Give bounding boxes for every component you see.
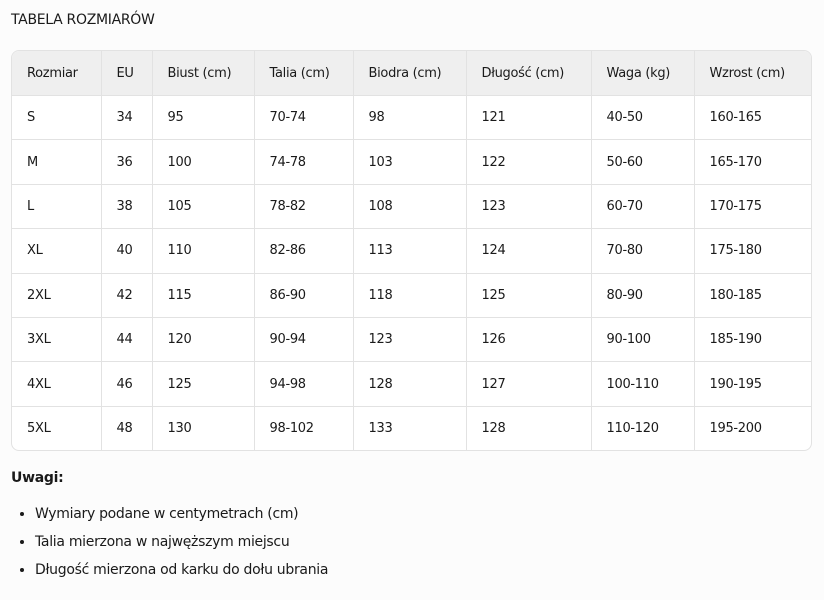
notes-title: Uwagi: [11,470,64,486]
table-cell: S [12,95,102,141]
table-cell: 34 [101,95,153,141]
table-cell: 120 [152,317,255,363]
table-cell: 90-94 [254,317,354,363]
table-cell: 133 [353,406,467,451]
table-row: M 36 100 74-78 103 122 50-60 165-170 [12,139,811,185]
table-header-row: Rozmiar EU Biust (cm) Talia (cm) Biodra (cm)… [12,51,811,96]
table-cell: 98-102 [254,406,354,451]
table-cell: 121 [466,95,592,141]
column-header: Wzrost (cm) [694,51,811,96]
table-row: S 34 95 70-74 98 121 40-50 160-165 [12,95,811,141]
table-cell: 74-78 [254,139,354,185]
table-cell: 70-74 [254,95,354,141]
table-cell: L [12,184,102,230]
table-cell: 3XL [12,317,102,363]
table-cell: 103 [353,139,467,185]
table-cell: 165-170 [694,139,811,185]
table-cell: 110-120 [591,406,695,451]
note-item: Wymiary podane w centymetrach (cm) [35,496,328,524]
table-cell: 115 [152,273,255,318]
table-cell: 124 [466,228,592,274]
table-cell: 4XL [12,361,102,407]
table-cell: 95 [152,95,255,141]
table-cell: 86-90 [254,273,354,318]
table-cell: 80-90 [591,273,695,318]
column-header: Waga (kg) [591,51,695,96]
table-cell: 70-80 [591,228,695,274]
table-cell: 78-82 [254,184,354,230]
table-cell: XL [12,228,102,274]
table-cell: 113 [353,228,467,274]
table-cell: M [12,139,102,185]
table-row: L 38 105 78-82 108 123 60-70 170-175 [12,184,811,230]
note-item: Długość mierzona od karku do dołu ubrani… [35,552,328,580]
table-row: XL 40 110 82-86 113 124 70-80 175-180 [12,228,811,274]
table-cell: 118 [353,273,467,318]
table-cell: 108 [353,184,467,230]
table-cell: 130 [152,406,255,451]
table-cell: 128 [353,361,467,407]
table-cell: 42 [101,273,153,318]
table-cell: 36 [101,139,153,185]
table-cell: 126 [466,317,592,363]
table-cell: 100-110 [591,361,695,407]
table-cell: 46 [101,361,153,407]
table-cell: 180-185 [694,273,811,318]
table-cell: 190-195 [694,361,811,407]
table-cell: 5XL [12,406,102,451]
table-row: 3XL 44 120 90-94 123 126 90-100 185-190 [12,317,811,363]
table-cell: 128 [466,406,592,451]
table-cell: 2XL [12,273,102,318]
table-cell: 94-98 [254,361,354,407]
page-title: TABELA ROZMIARÓW [11,12,155,28]
table-cell: 160-165 [694,95,811,141]
column-header: Biodra (cm) [353,51,467,96]
table-cell: 44 [101,317,153,363]
table-cell: 185-190 [694,317,811,363]
table-cell: 122 [466,139,592,185]
table-cell: 98 [353,95,467,141]
size-table: Rozmiar EU Biust (cm) Talia (cm) Biodra (cm)… [11,50,812,452]
table-row: 4XL 46 125 94-98 128 127 100-110 190-195 [12,361,811,407]
table-cell: 127 [466,361,592,407]
table-cell: 48 [101,406,153,451]
table-cell: 123 [353,317,467,363]
table-cell: 110 [152,228,255,274]
table-row: 2XL 42 115 86-90 118 125 80-90 180-185 [12,273,811,318]
table-row: 5XL 48 130 98-102 133 128 110-120 195-200 [12,406,811,451]
table-cell: 50-60 [591,139,695,185]
table-cell: 38 [101,184,153,230]
table-cell: 125 [466,273,592,318]
table-cell: 90-100 [591,317,695,363]
table-cell: 175-180 [694,228,811,274]
table-cell: 195-200 [709,420,763,436]
column-header: Długość (cm) [466,51,592,96]
column-header: EU [101,51,153,96]
table-cell: 60-70 [591,184,695,230]
table-cell: 105 [152,184,255,230]
note-item: Talia mierzona w najwęższym miejscu [35,524,328,552]
notes-list: Wymiary podane w centymetrach (cm) Talia… [0,496,328,580]
table-cell: 40-50 [591,95,695,141]
table-cell: 40 [101,228,153,274]
table-cell: 82-86 [254,228,354,274]
table-cell: 170-175 [694,184,811,230]
table-cell: 125 [152,361,255,407]
table-cell: 123 [466,184,592,230]
column-header: Rozmiar [12,51,102,96]
table-cell: 100 [152,139,255,185]
column-header: Biust (cm) [152,51,255,96]
column-header: Talia (cm) [254,51,354,96]
